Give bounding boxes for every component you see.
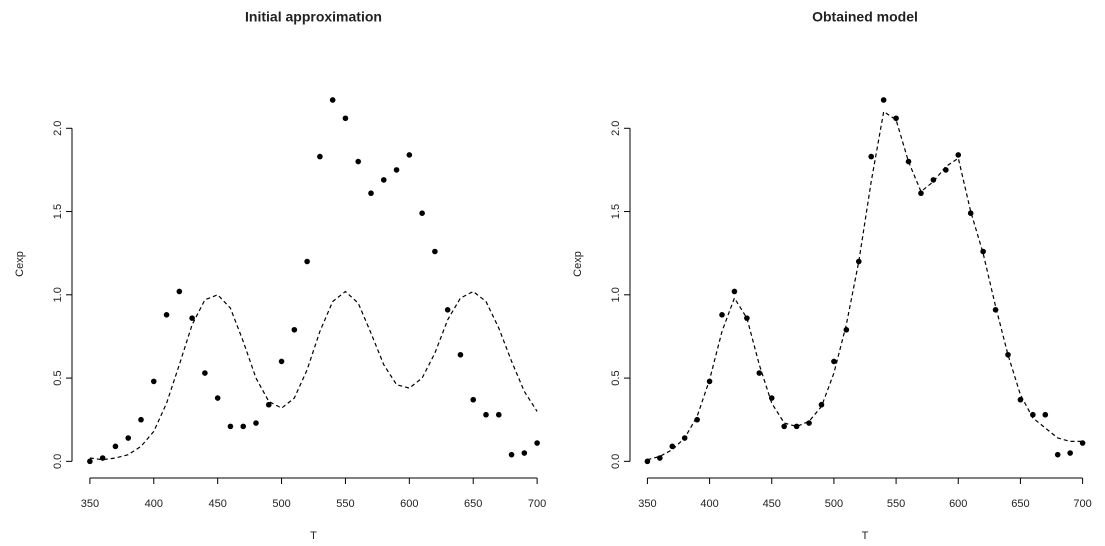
data-point bbox=[393, 167, 400, 173]
x-axis-label: T bbox=[310, 530, 317, 542]
x-tick-label: 500 bbox=[825, 498, 843, 510]
data-point bbox=[534, 440, 540, 446]
data-point bbox=[831, 358, 837, 365]
data-point bbox=[419, 210, 425, 217]
data-point bbox=[138, 416, 144, 423]
x-tick-label: 350 bbox=[81, 498, 99, 510]
data-point bbox=[380, 177, 387, 183]
x-tick-label: 500 bbox=[272, 498, 290, 510]
data-point bbox=[1067, 450, 1073, 456]
data-point bbox=[150, 378, 157, 385]
x-tick-label: 350 bbox=[638, 498, 656, 510]
data-point bbox=[806, 420, 812, 426]
x-tick-label: 650 bbox=[1011, 498, 1029, 510]
data-point bbox=[521, 450, 528, 456]
data-point bbox=[483, 411, 489, 418]
data-point bbox=[781, 423, 787, 430]
data-point bbox=[793, 423, 800, 430]
x-tick-label: 600 bbox=[949, 498, 967, 510]
data-point bbox=[756, 370, 763, 376]
y-axis-label: Cexp bbox=[14, 251, 26, 277]
data-point bbox=[855, 258, 862, 265]
data-point bbox=[176, 288, 183, 295]
y-tick-label: 0.0 bbox=[52, 454, 64, 469]
data-point bbox=[368, 190, 374, 197]
data-point bbox=[432, 248, 438, 255]
data-point bbox=[918, 190, 924, 197]
x-tick-label: 400 bbox=[700, 498, 718, 510]
data-point bbox=[930, 177, 937, 183]
data-point bbox=[719, 311, 725, 318]
y-tick-label: 0.0 bbox=[610, 454, 622, 469]
x-tick-label: 650 bbox=[464, 498, 482, 510]
data-point bbox=[125, 435, 132, 441]
data-point bbox=[304, 258, 310, 265]
data-point bbox=[240, 423, 247, 430]
x-tick-label: 550 bbox=[887, 498, 905, 510]
data-point bbox=[495, 411, 502, 418]
data-point bbox=[470, 396, 477, 403]
data-point bbox=[112, 443, 119, 450]
y-tick-label: 1.5 bbox=[52, 204, 64, 219]
data-point bbox=[508, 451, 515, 458]
data-point bbox=[980, 248, 986, 255]
data-point bbox=[880, 97, 887, 103]
y-tick-label: 0.5 bbox=[52, 370, 64, 385]
data-point bbox=[943, 167, 949, 173]
y-tick-label: 0.5 bbox=[610, 370, 622, 385]
data-point bbox=[342, 115, 349, 122]
x-tick-label: 450 bbox=[208, 498, 226, 510]
data-point bbox=[444, 306, 451, 313]
x-tick-label: 700 bbox=[528, 498, 546, 510]
data-point bbox=[955, 152, 962, 158]
y-axis-label: Cexp bbox=[572, 251, 584, 277]
data-point bbox=[1042, 411, 1049, 418]
data-point bbox=[843, 326, 850, 333]
x-axis-label: T bbox=[862, 530, 869, 542]
y-tick-label: 1.5 bbox=[610, 204, 622, 219]
data-point bbox=[768, 395, 775, 401]
model-line bbox=[89, 290, 538, 461]
data-point bbox=[1005, 351, 1011, 358]
data-point bbox=[227, 423, 234, 430]
data-point bbox=[355, 158, 362, 165]
data-point bbox=[657, 455, 663, 461]
x-tick-label: 400 bbox=[145, 498, 163, 510]
data-point bbox=[1054, 451, 1061, 458]
data-point bbox=[253, 420, 259, 426]
data-point bbox=[868, 153, 875, 160]
data-point bbox=[278, 358, 285, 365]
chart-title: Obtained model bbox=[812, 9, 918, 25]
x-tick-label: 600 bbox=[400, 498, 418, 510]
data-point bbox=[893, 115, 899, 122]
y-tick-label: 1.0 bbox=[610, 287, 622, 302]
data-point bbox=[744, 315, 750, 321]
y-tick-label: 2.0 bbox=[52, 121, 64, 136]
data-point bbox=[87, 458, 93, 465]
data-point bbox=[265, 401, 272, 408]
data-point bbox=[317, 153, 323, 160]
x-tick-label: 550 bbox=[336, 498, 354, 510]
data-point bbox=[406, 152, 413, 158]
data-point bbox=[329, 97, 336, 103]
data-point bbox=[457, 351, 464, 358]
data-point bbox=[202, 370, 208, 376]
data-point bbox=[189, 315, 195, 321]
model-line bbox=[647, 110, 1083, 461]
y-tick-label: 2.0 bbox=[610, 121, 622, 136]
data-point bbox=[967, 210, 974, 217]
chart-title: Initial approximation bbox=[245, 9, 382, 25]
data-point bbox=[818, 401, 825, 408]
data-point bbox=[291, 326, 298, 333]
data-point bbox=[731, 288, 738, 295]
data-point bbox=[905, 158, 912, 165]
y-tick-label: 1.0 bbox=[52, 287, 64, 302]
data-point bbox=[214, 395, 221, 401]
x-tick-label: 700 bbox=[1073, 498, 1091, 510]
x-tick-label: 450 bbox=[763, 498, 781, 510]
data-point bbox=[163, 311, 170, 318]
